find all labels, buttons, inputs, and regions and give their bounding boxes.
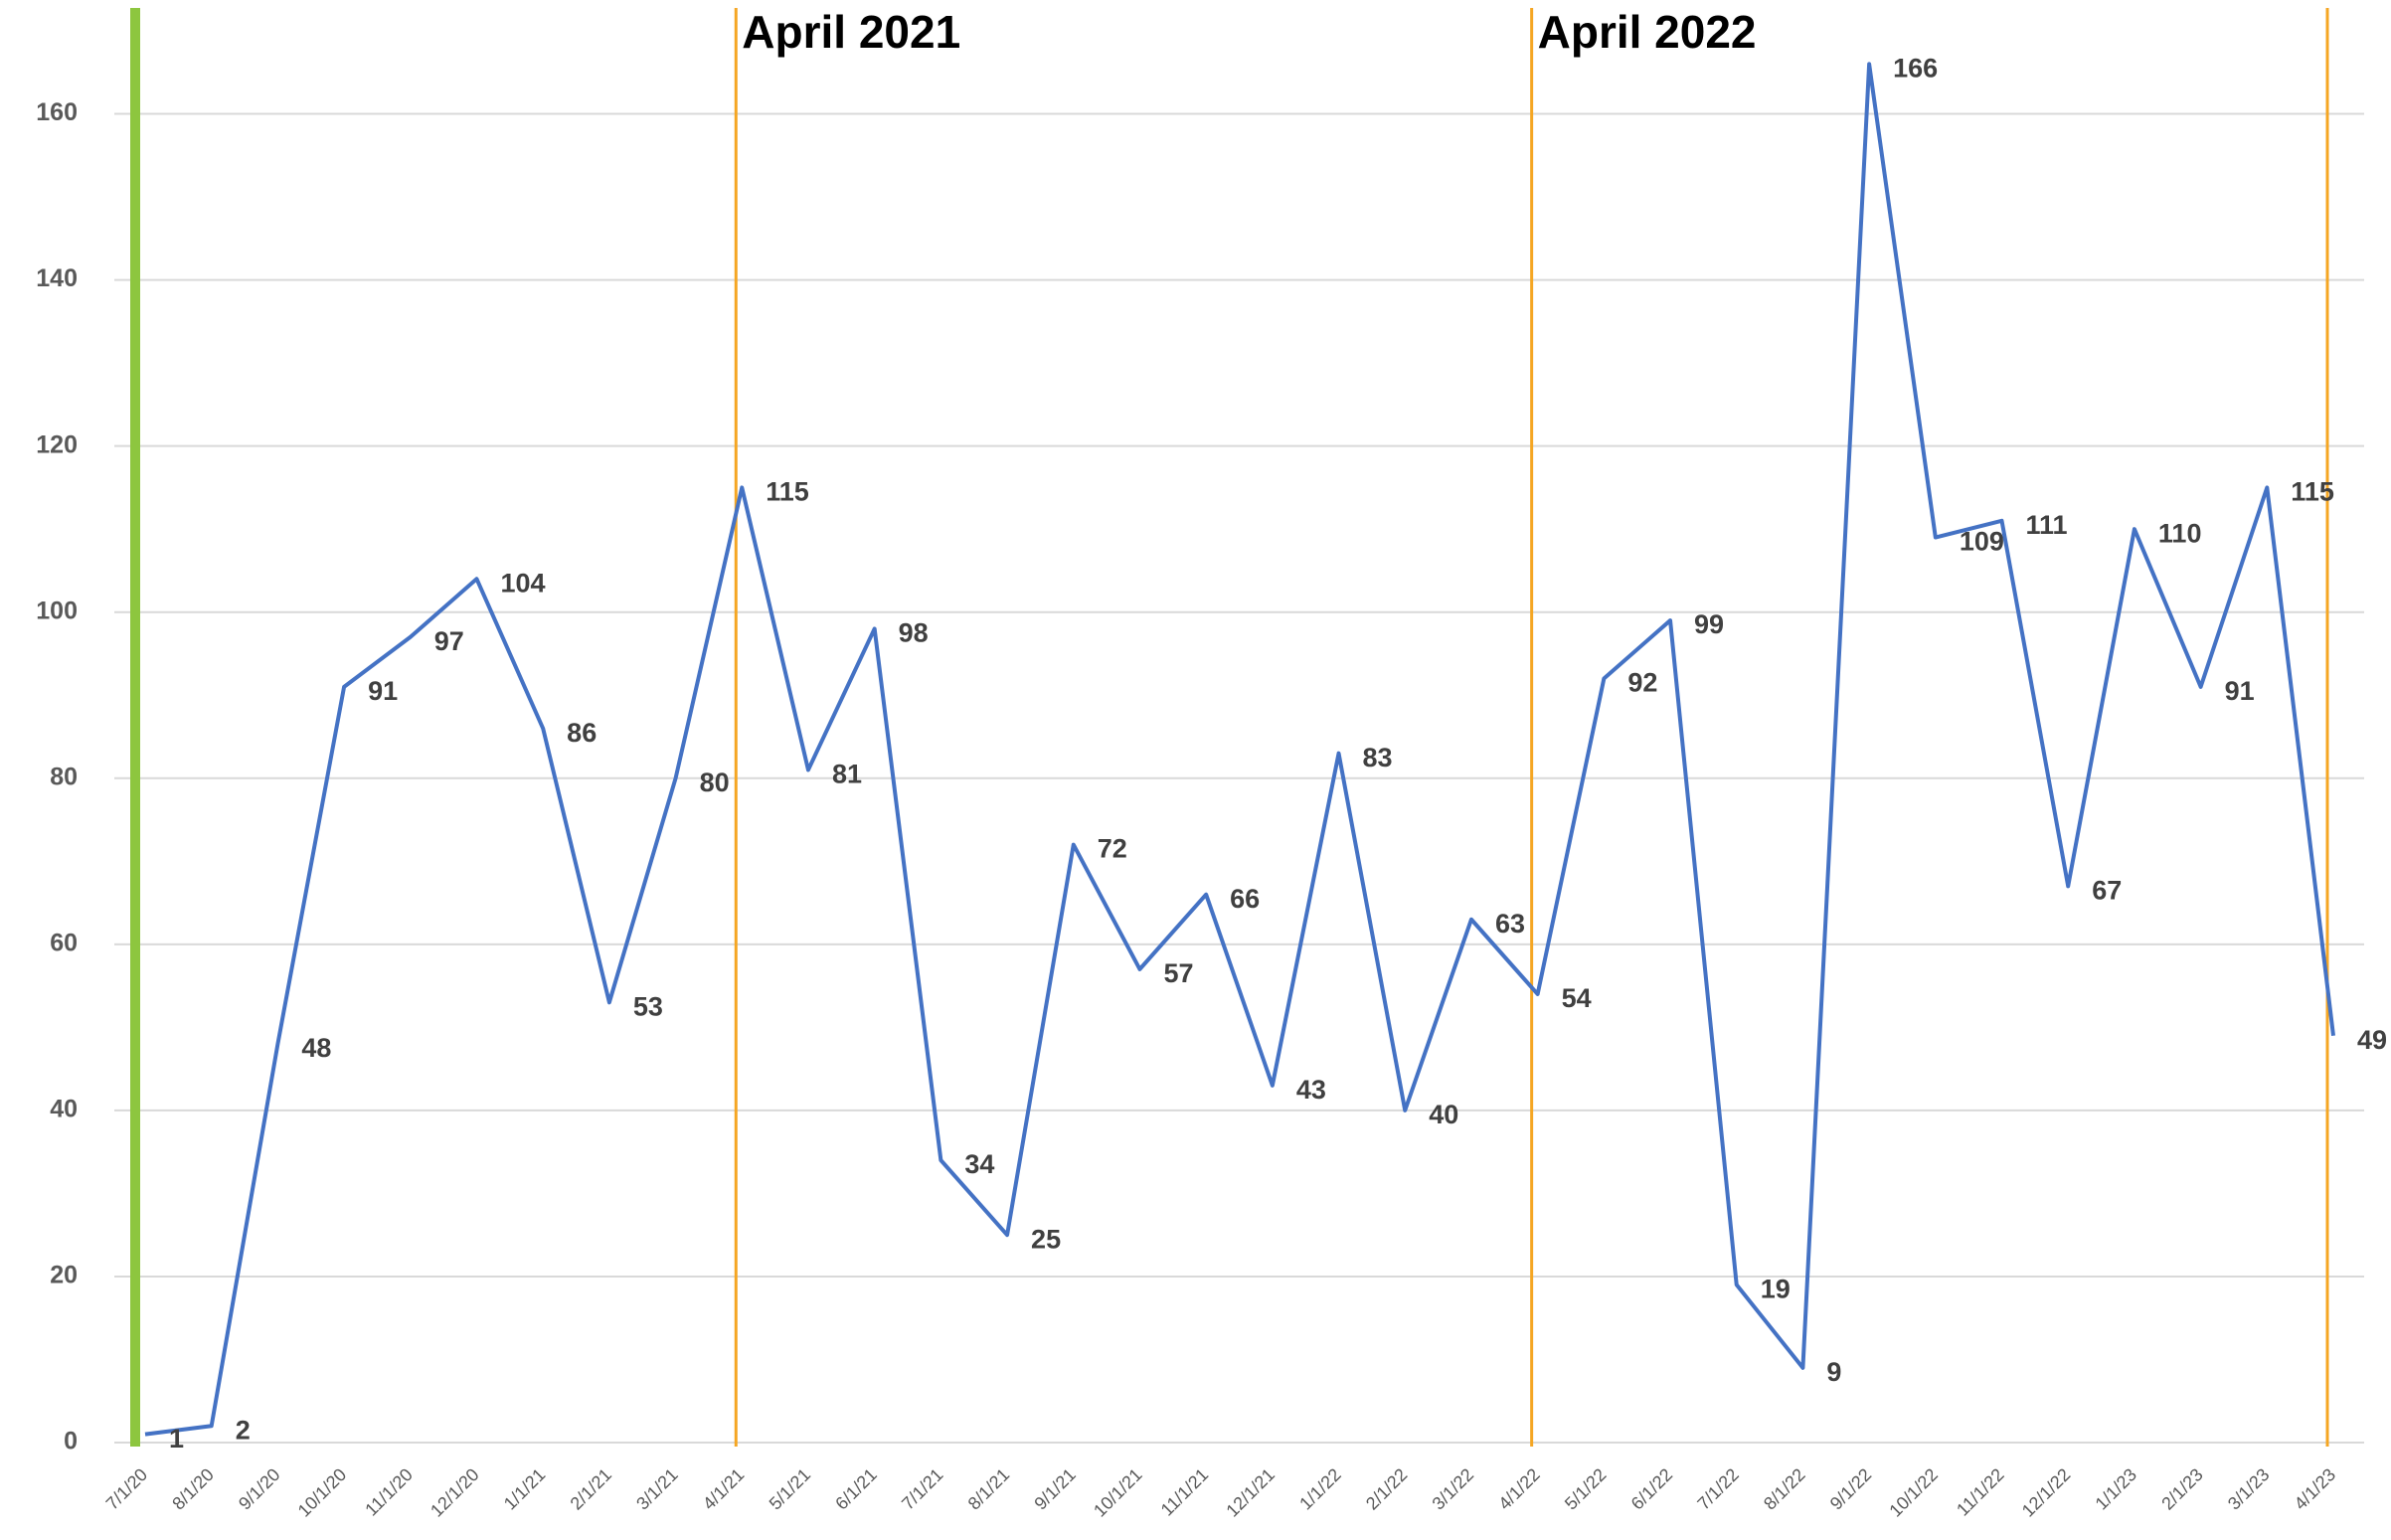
data-label: 9 bbox=[1826, 1357, 1841, 1387]
x-tick-label: 3/1/22 bbox=[1429, 1464, 1478, 1514]
x-tick-label: 7/1/22 bbox=[1693, 1464, 1743, 1514]
x-tick-label: 2/1/23 bbox=[2157, 1464, 2207, 1514]
x-tick-label: 4/1/23 bbox=[2291, 1464, 2340, 1514]
x-tick-label: 4/1/22 bbox=[1494, 1464, 1544, 1514]
x-tick-label: 11/1/20 bbox=[361, 1464, 417, 1520]
x-tick-label: 5/1/21 bbox=[766, 1464, 815, 1514]
data-label: 91 bbox=[368, 676, 398, 706]
x-tick-label: 9/1/21 bbox=[1030, 1464, 1080, 1514]
data-label: 115 bbox=[2291, 477, 2334, 507]
data-label: 91 bbox=[2225, 676, 2255, 706]
data-label: 66 bbox=[1230, 884, 1260, 914]
data-label: 98 bbox=[899, 618, 929, 648]
y-tick-label: 40 bbox=[50, 1095, 78, 1122]
x-tick-label: 11/1/21 bbox=[1157, 1464, 1213, 1520]
data-label: 43 bbox=[1296, 1075, 1326, 1105]
x-tick-label: 6/1/22 bbox=[1627, 1464, 1677, 1514]
y-tick-label: 0 bbox=[64, 1428, 78, 1455]
data-label: 110 bbox=[2158, 518, 2202, 548]
x-tick-label: 5/1/22 bbox=[1561, 1464, 1611, 1514]
x-tick-label: 2/1/22 bbox=[1362, 1464, 1412, 1514]
y-tick-label: 140 bbox=[36, 264, 78, 292]
x-tick-label: 10/1/21 bbox=[1090, 1464, 1146, 1521]
y-tick-label: 160 bbox=[36, 98, 78, 126]
data-label: 25 bbox=[1031, 1224, 1061, 1254]
x-tick-label: 3/1/21 bbox=[632, 1464, 682, 1514]
data-label: 40 bbox=[1429, 1100, 1458, 1129]
data-label: 92 bbox=[1627, 668, 1657, 698]
y-tick-label: 100 bbox=[36, 597, 78, 624]
x-tick-label: 8/1/22 bbox=[1760, 1464, 1809, 1514]
data-label: 99 bbox=[1694, 609, 1724, 639]
y-tick-label: 20 bbox=[50, 1262, 78, 1289]
x-tick-label: 1/1/21 bbox=[500, 1464, 550, 1514]
data-label: 49 bbox=[2357, 1025, 2387, 1055]
x-tick-label: 7/1/20 bbox=[102, 1464, 152, 1514]
y-tick-label: 60 bbox=[50, 929, 78, 956]
data-label: 166 bbox=[1893, 54, 1938, 84]
x-tick-label: 10/1/20 bbox=[294, 1464, 351, 1521]
y-tick-label: 80 bbox=[50, 763, 78, 790]
x-tick-label: 6/1/21 bbox=[831, 1464, 881, 1514]
data-label: 72 bbox=[1098, 834, 1127, 864]
annotation: April 2022 bbox=[1538, 6, 1757, 58]
x-tick-label: 12/1/21 bbox=[1222, 1464, 1279, 1521]
annotation: April 2021 bbox=[742, 6, 960, 58]
data-label: 1 bbox=[169, 1424, 184, 1454]
data-label: 83 bbox=[1363, 743, 1393, 772]
y-tick-label: 120 bbox=[36, 430, 78, 458]
data-label: 86 bbox=[567, 718, 597, 748]
x-tick-label: 8/1/21 bbox=[964, 1464, 1014, 1514]
x-tick-label: 11/1/22 bbox=[1953, 1464, 2008, 1520]
data-label: 104 bbox=[500, 568, 545, 598]
x-tick-label: 3/1/23 bbox=[2224, 1464, 2274, 1514]
x-tick-label: 1/1/23 bbox=[2092, 1464, 2141, 1514]
x-tick-label: 12/1/22 bbox=[2018, 1464, 2075, 1521]
x-tick-label: 9/1/22 bbox=[1826, 1464, 1876, 1514]
data-label: 97 bbox=[434, 626, 464, 656]
x-tick-label: 9/1/20 bbox=[235, 1464, 284, 1514]
line bbox=[144, 62, 2335, 1437]
data-label: 115 bbox=[766, 477, 809, 507]
data-label: 34 bbox=[964, 1149, 994, 1179]
x-tick-label: 7/1/21 bbox=[898, 1464, 947, 1514]
x-tick-label: 1/1/22 bbox=[1295, 1464, 1345, 1514]
data-label: 54 bbox=[1562, 983, 1592, 1013]
x-tick-label: 8/1/20 bbox=[168, 1464, 218, 1514]
data-label: 57 bbox=[1163, 958, 1193, 988]
data-label: 48 bbox=[301, 1033, 331, 1063]
data-label: 2 bbox=[236, 1415, 251, 1445]
data-label: 81 bbox=[832, 760, 862, 789]
data-label: 19 bbox=[1761, 1274, 1791, 1303]
x-tick-label: 2/1/21 bbox=[567, 1464, 616, 1514]
x-tick-label: 10/1/22 bbox=[1885, 1464, 1942, 1521]
data-label: 80 bbox=[700, 768, 730, 797]
data-label: 109 bbox=[1960, 527, 2004, 557]
x-tick-label: 12/1/20 bbox=[427, 1464, 483, 1521]
x-tick-label: 4/1/21 bbox=[699, 1464, 749, 1514]
data-label: 63 bbox=[1495, 909, 1525, 939]
data-label: 53 bbox=[633, 991, 663, 1021]
data-label: 67 bbox=[2092, 875, 2122, 905]
data-label: 111 bbox=[2026, 510, 2068, 540]
